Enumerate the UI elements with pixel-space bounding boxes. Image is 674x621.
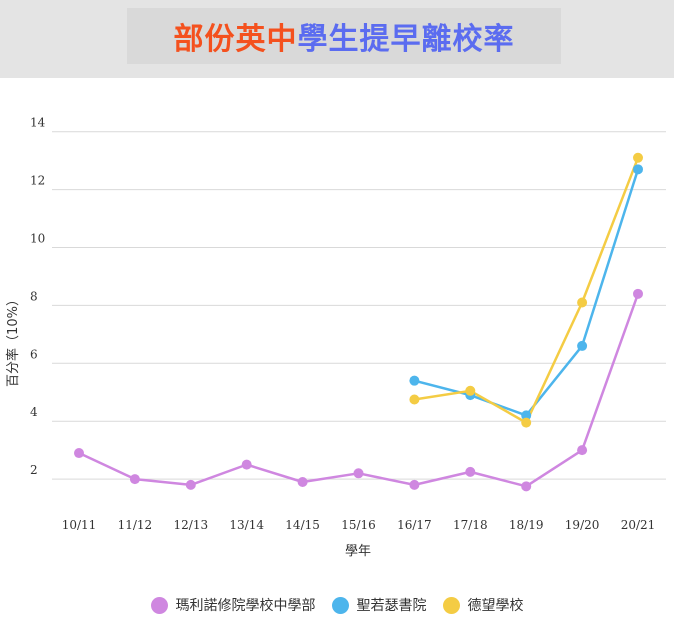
series-line-1 [78,293,640,488]
x-tick-label: 17/18 [453,518,488,532]
x-tick-label: 10/11 [62,518,97,532]
data-point-series-2 [633,164,643,175]
data-point-series-1 [521,481,532,492]
chart-title-part-orange: 部份英中 [173,22,298,57]
x-tick-label: 16/17 [397,518,432,532]
data-point-series-1 [409,479,420,490]
series-points [74,152,643,492]
x-tick-label: 13/14 [229,518,264,532]
legend-item-series-2[interactable]: 聖若瑟書院 [331,595,427,615]
x-tick-label: 11/12 [118,518,153,532]
data-point-series-2 [577,340,588,351]
data-point-series-1 [633,288,643,299]
data-point-series-3 [521,417,532,428]
data-point-series-3 [465,385,476,396]
x-tick-label: 15/16 [341,518,376,532]
data-point-series-1 [129,474,140,485]
y-tick-label: 10 [30,232,45,246]
x-tick-label: 19/20 [565,518,600,532]
series-line-3 [414,157,640,424]
y-tick-label: 2 [30,463,38,477]
x-tick-label: 12/13 [174,518,209,532]
legend-marker [331,596,349,614]
x-tick-label: 14/15 [285,518,320,532]
series-line-2 [414,168,640,417]
y-axis-title: 百分率（10%） [5,293,21,387]
chart-title: 部份英中 學生提早離校率 [127,8,561,64]
y-tick-label: 12 [30,174,45,188]
data-point-series-1 [353,468,364,479]
data-point-series-1 [297,476,308,487]
data-point-series-3 [633,152,643,163]
x-tick-labels: 10/11 11/12 12/13 13/14 14/15 15/16 16/17 17/18… [62,518,656,532]
data-point-series-1 [465,466,476,477]
x-tick-label: 20/21 [621,518,656,532]
legend-marker [150,596,168,614]
data-point-series-3 [577,297,588,308]
y-tick-labels: 2 4 6 8 10 12 14 [30,116,46,477]
y-tick-label: 4 [30,405,38,419]
data-point-series-2 [409,375,420,386]
legend-label: 德望學校 [467,598,524,614]
data-point-series-1 [74,448,84,459]
legend-label: 聖若瑟書院 [356,598,427,614]
series-lines [78,157,640,488]
gridlines [52,131,666,480]
x-tick-label: 18/19 [509,518,544,532]
y-tick-label: 8 [30,289,38,303]
data-point-series-1 [577,445,588,456]
data-point-series-1 [185,479,196,490]
legend-item-series-3[interactable]: 德望學校 [442,595,524,615]
data-point-series-2 [521,410,532,421]
chart-title-part-blue: 學生提早離校率 [297,22,515,57]
x-axis-title: 學年 [345,544,371,559]
y-tick-label: 6 [30,347,38,361]
data-point-series-1 [241,459,252,470]
data-point-series-3 [409,394,420,405]
y-tick-label: 14 [30,116,46,130]
legend-item-series-1[interactable]: 瑪利諾修院學校中學部 [150,595,316,615]
legend-marker [442,596,460,614]
legend: 瑪利諾修院學校中學部 聖若瑟書院 德望學校 [0,592,674,618]
legend-label: 瑪利諾修院學校中學部 [175,598,316,614]
